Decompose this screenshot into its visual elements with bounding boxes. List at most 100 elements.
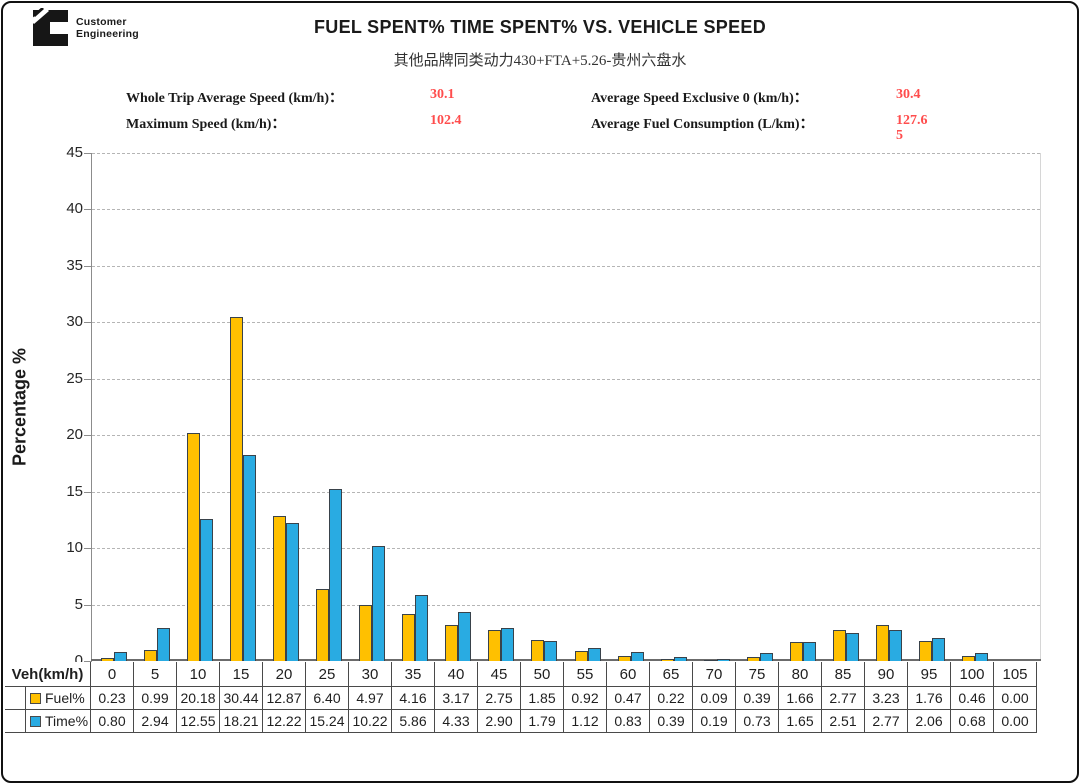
- y-tickmark-10: [84, 548, 92, 550]
- table-cell-fuel-45: 2.75: [478, 687, 521, 710]
- table-cell-time-90: 2.77: [865, 710, 908, 733]
- y-tick-label-45: 45: [66, 144, 83, 161]
- table-header-speed-40: 40: [435, 662, 478, 687]
- table-corner-veh-kmh: Veh(km/h): [5, 662, 91, 687]
- table-header-speed-20: 20: [263, 662, 306, 687]
- bar-time-80: [803, 642, 816, 661]
- table-header-speed-35: 35: [392, 662, 435, 687]
- bar-fuel-75: [746, 657, 760, 661]
- bar-time-0: [113, 652, 127, 661]
- gridline-40: [92, 209, 1040, 211]
- table-cell-time-10: 12.55: [177, 710, 220, 733]
- table-cell-fuel-95: 1.76: [908, 687, 951, 710]
- table-cell-fuel-25: 6.40: [306, 687, 349, 710]
- table-header-speed-85: 85: [822, 662, 865, 687]
- table-cell-time-0: 0.80: [91, 710, 134, 733]
- table-cell-fuel-40: 3.17: [435, 687, 478, 710]
- bar-time-60: [630, 652, 644, 661]
- table-header-speed-105: 105: [994, 662, 1037, 687]
- table-header-speed-50: 50: [521, 662, 564, 687]
- table-cell-fuel-60: 0.47: [607, 687, 650, 710]
- stat-label-avg-speed-exclusive-0: Average Speed Exclusive 0 (km/h)：: [591, 91, 808, 106]
- bar-time-20: [285, 523, 299, 661]
- gridline-45: [92, 153, 1040, 154]
- y-tick-label-25: 25: [66, 369, 83, 387]
- table-cell-fuel-90: 3.23: [865, 687, 908, 710]
- bar-fuel-85: [833, 630, 847, 661]
- table-header-speed-30: 30: [349, 662, 392, 687]
- table-cell-time-15: 18.21: [220, 710, 263, 733]
- logo-line2: Engineering: [76, 28, 139, 40]
- bar-time-90: [889, 630, 903, 661]
- bar-time-100: [975, 653, 989, 661]
- cummins-logo: Customer Engineering: [30, 8, 139, 48]
- table-cell-fuel-70: 0.09: [693, 687, 736, 710]
- stat-value-whole-trip-avg-speed: 30.1: [430, 87, 455, 102]
- table-cell-time-95: 2.06: [908, 710, 951, 733]
- table-cell-time-55: 1.12: [564, 710, 607, 733]
- table-header-speed-15: 15: [220, 662, 263, 687]
- bar-time-55: [587, 648, 601, 661]
- table-header-speed-95: 95: [908, 662, 951, 687]
- table-cell-time-60: 0.83: [607, 710, 650, 733]
- table-cell-time-50: 1.79: [521, 710, 564, 733]
- bar-time-25: [329, 489, 342, 661]
- table-header-speed-5: 5: [134, 662, 177, 687]
- table-header-speed-90: 90: [865, 662, 908, 687]
- data-table: Veh(km/h) 0 5 10 15 20 25 30 35 40 45 50 55 60 65 70 75 8…: [5, 662, 1037, 733]
- logo-text: Customer Engineering: [76, 16, 139, 40]
- bar-fuel-100: [962, 656, 976, 661]
- table-header-speed-60: 60: [607, 662, 650, 687]
- bar-time-65: [673, 657, 687, 661]
- table-cell-fuel-65: 0.22: [650, 687, 693, 710]
- table-row-label-time: Time%: [5, 710, 91, 733]
- bar-time-35: [415, 595, 429, 661]
- table-header-speed-70: 70: [693, 662, 736, 687]
- table-cell-time-40: 4.33: [435, 710, 478, 733]
- y-tickmark-30: [84, 322, 92, 324]
- bar-time-5: [156, 628, 170, 661]
- y-tick-label-15: 15: [66, 482, 83, 500]
- bar-time-30: [372, 546, 386, 661]
- y-tickmark-45: [84, 153, 92, 154]
- gridline-25: [92, 378, 1040, 380]
- chart-subtitle: 其他品牌同类动力430+FTA+5.26-贵州六盘水: [393, 53, 687, 69]
- table-header-speed-45: 45: [478, 662, 521, 687]
- bar-fuel-35: [402, 614, 416, 661]
- legend-time: Time%: [25, 710, 90, 732]
- table-header-speed-25: 25: [306, 662, 349, 687]
- bar-time-85: [846, 633, 860, 661]
- bar-fuel-15: [229, 317, 243, 661]
- y-tickmark-15: [84, 491, 92, 493]
- table-cell-fuel-100: 0.46: [951, 687, 994, 710]
- bar-fuel-10: [186, 433, 200, 661]
- bar-fuel-5: [143, 650, 157, 661]
- chart-area: 0 5 10 15 20 25 30 35 40 45: [3, 3, 1077, 781]
- stat-value-avg-speed-exclusive-0: 30.4: [896, 87, 921, 102]
- table-cell-time-20: 12.22: [263, 710, 306, 733]
- legend-swatch-fuel-icon: [30, 692, 41, 704]
- table-cell-time-100: 0.68: [951, 710, 994, 733]
- bar-fuel-70: [703, 660, 717, 661]
- table-header-speed-80: 80: [779, 662, 822, 687]
- stat-label-avg-fuel-consumption: Average Fuel Consumption (L/km)：: [591, 117, 814, 132]
- legend-swatch-time-icon: [30, 715, 41, 727]
- y-tickmark-35: [84, 265, 92, 267]
- y-tickmark-20: [84, 435, 92, 437]
- table-cell-fuel-0: 0.23: [91, 687, 134, 710]
- plot-area: [84, 153, 1041, 662]
- bar-time-70: [716, 659, 730, 661]
- bar-fuel-25: [316, 589, 329, 661]
- y-tick-label-10: 10: [66, 539, 83, 557]
- bar-fuel-30: [359, 605, 373, 661]
- stat-value-maximum-speed: 102.4: [430, 113, 462, 128]
- y-tickmark-5: [84, 604, 92, 606]
- y-tick-label-5: 5: [74, 595, 83, 613]
- bar-time-50: [544, 641, 558, 661]
- table-cell-time-80: 1.65: [779, 710, 822, 733]
- gridline-5: [92, 604, 1040, 606]
- gridline-20: [92, 435, 1040, 437]
- x-axis-line: [91, 659, 1041, 661]
- table-header-speed-75: 75: [736, 662, 779, 687]
